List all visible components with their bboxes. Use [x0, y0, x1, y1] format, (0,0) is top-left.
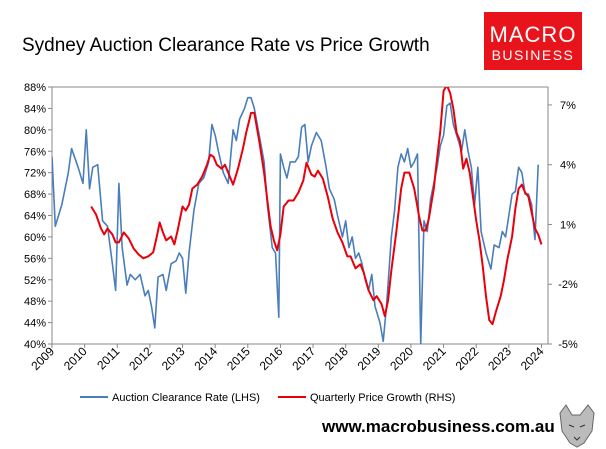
series-line — [90, 87, 543, 326]
y-tick-label: 60% — [24, 232, 46, 244]
wolf-icon — [559, 404, 595, 448]
y-tick-label: 80% — [24, 125, 46, 137]
source: www.macrobusiness.com.au — [321, 417, 555, 436]
y2-tick-label: 7% — [560, 100, 576, 112]
x-tick-label: 2011 — [94, 344, 122, 372]
y-tick-label: 64% — [24, 211, 46, 223]
y-tick-label: 88% — [24, 82, 46, 94]
series-line — [52, 96, 540, 344]
x-tick-label: 2019 — [355, 344, 384, 373]
logo-line1: MACRO — [490, 22, 577, 47]
legend-label: Quarterly Price Growth (RHS) — [310, 392, 455, 404]
x-tick-label: 2017 — [289, 344, 318, 373]
y-tick-label: 40% — [24, 339, 46, 351]
y-tick-label: 52% — [24, 275, 46, 287]
logo: MACRO BUSINESS — [484, 12, 582, 70]
logo-line2: BUSINESS — [492, 47, 575, 63]
x-tick-label: 2022 — [453, 344, 482, 373]
y2-tick-label: -5% — [558, 339, 578, 351]
y-tick-label: 44% — [24, 318, 46, 330]
y-tick-label: 56% — [24, 253, 46, 265]
x-tick-label: 2015 — [224, 344, 253, 373]
plot-lines — [52, 87, 543, 344]
x-tick-label: 2021 — [420, 344, 449, 373]
x-tick-label: 2024 — [518, 344, 547, 373]
y2-tick-label: -2% — [558, 279, 578, 291]
y2-tick-label: 4% — [560, 160, 576, 172]
logo-box — [484, 12, 582, 70]
x-tick-label: 2018 — [322, 344, 351, 373]
x-tick-label: 2012 — [126, 344, 155, 373]
y-tick-label: 68% — [24, 189, 46, 201]
x-tick-label: 2014 — [191, 344, 220, 373]
x-tick-label: 2013 — [159, 344, 188, 373]
chart-title: Sydney Auction Clearance Rate vs Price G… — [22, 35, 430, 56]
y-tick-label: 76% — [24, 146, 46, 158]
y-tick-label: 72% — [24, 168, 46, 180]
y-tick-label: 84% — [24, 103, 46, 115]
x-tick-label: 2010 — [61, 344, 90, 373]
x-tick-label: 2016 — [257, 344, 286, 373]
y2-tick-label: 1% — [560, 219, 576, 231]
x-tick-label: 2023 — [485, 344, 514, 373]
legend-label: Auction Clearance Rate (LHS) — [112, 392, 260, 404]
y-tick-label: 48% — [24, 296, 46, 308]
x-tick-label: 2020 — [387, 344, 416, 373]
plot-frame — [51, 86, 549, 345]
